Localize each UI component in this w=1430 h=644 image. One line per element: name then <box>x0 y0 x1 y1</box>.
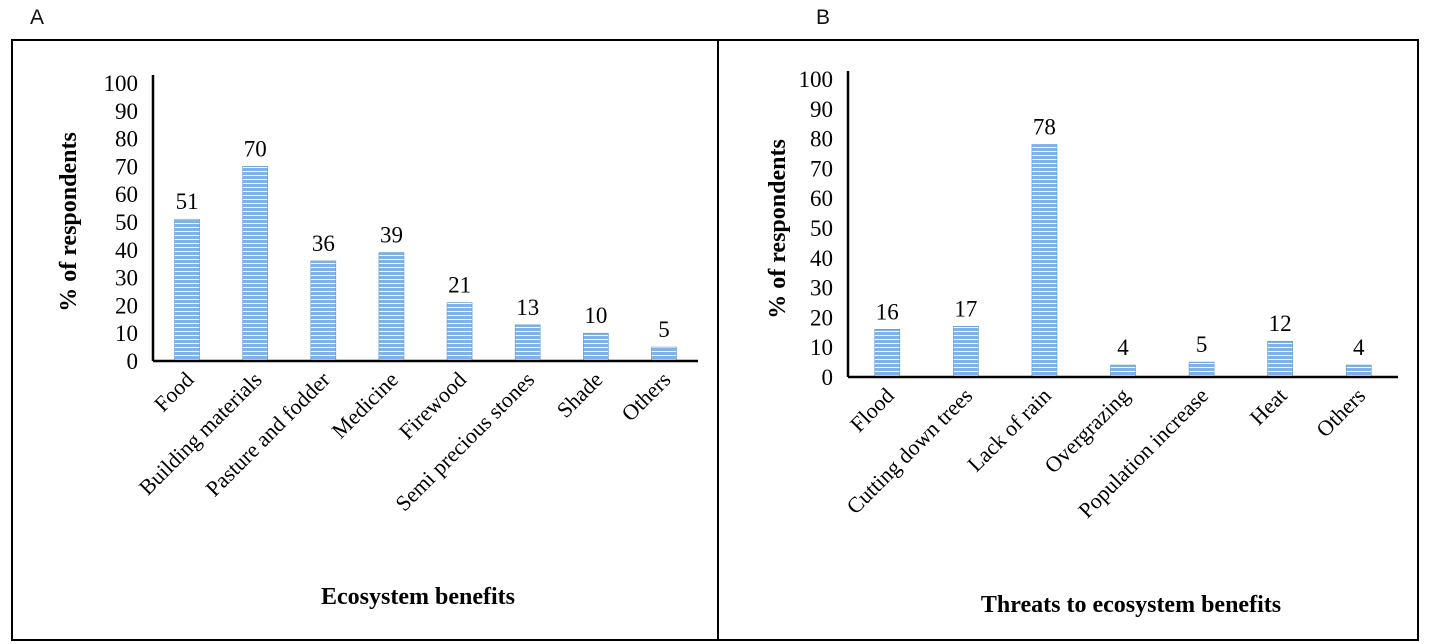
panel-a-letter: A <box>30 6 45 29</box>
x-axis-title: Threats to ecosystem benefits <box>981 592 1281 618</box>
y-tick-label: 60 <box>810 186 833 211</box>
data-label: 51 <box>176 189 199 214</box>
data-label: 4 <box>1117 335 1129 360</box>
figure-border <box>11 39 1419 641</box>
data-label: 5 <box>658 317 670 342</box>
y-tick-label: 0 <box>127 349 139 374</box>
category-label: Flood <box>845 383 899 437</box>
data-label: 21 <box>448 273 471 298</box>
category-label: Population increase <box>1073 383 1213 523</box>
category-label: Others <box>1311 383 1370 442</box>
data-label: 78 <box>1033 115 1056 140</box>
y-tick-label: 40 <box>810 246 833 271</box>
bar <box>651 346 677 362</box>
y-tick-label: 30 <box>810 276 833 301</box>
y-tick-label: 70 <box>115 154 138 179</box>
bar <box>1110 364 1136 378</box>
category-label: Pasture and fodder <box>201 366 336 501</box>
y-tick-label: 50 <box>810 216 833 241</box>
y-tick-label: 70 <box>810 156 833 181</box>
bar <box>583 332 609 362</box>
y-tick-label: 30 <box>115 266 138 291</box>
data-label: 39 <box>380 223 403 248</box>
bar <box>1267 340 1293 378</box>
panel-b-letter: B <box>816 6 831 29</box>
category-label: Food <box>149 367 199 417</box>
x-axis-title: Ecosystem benefits <box>321 584 515 610</box>
data-label: 5 <box>1196 332 1208 357</box>
data-label: 13 <box>516 295 539 320</box>
category-label: Others <box>616 367 675 426</box>
y-tick-label: 0 <box>822 365 834 390</box>
data-label: 10 <box>584 303 607 328</box>
bar <box>446 302 473 362</box>
y-tick-label: 80 <box>810 127 833 152</box>
y-tick-label: 90 <box>810 97 833 122</box>
y-axis-title: % of respondents <box>765 139 791 319</box>
category-label: Heat <box>1245 383 1292 430</box>
y-axis-title: % of respondents <box>56 132 82 312</box>
bar <box>874 329 901 378</box>
data-label: 17 <box>954 296 977 321</box>
bar <box>1345 364 1372 378</box>
y-tick-label: 20 <box>115 293 138 318</box>
y-tick-label: 50 <box>115 210 138 235</box>
y-tick-label: 90 <box>115 99 138 124</box>
data-label: 12 <box>1269 311 1292 336</box>
bar <box>174 218 200 362</box>
bar <box>1188 361 1215 378</box>
category-label: Medicine <box>327 367 403 443</box>
y-tick-label: 60 <box>115 182 138 207</box>
category-label: Shade <box>552 367 608 423</box>
data-label: 4 <box>1353 335 1365 360</box>
bar <box>242 166 268 362</box>
y-tick-label: 40 <box>115 238 138 263</box>
data-label: 70 <box>244 136 267 161</box>
bar <box>1031 144 1058 378</box>
data-label: 16 <box>876 299 899 324</box>
y-tick-label: 100 <box>799 67 834 92</box>
bar <box>514 324 541 362</box>
y-tick-label: 10 <box>810 335 833 360</box>
y-tick-label: 80 <box>115 127 138 152</box>
bar <box>953 326 979 378</box>
bar <box>378 252 405 362</box>
category-label: Building materials <box>134 367 267 500</box>
y-tick-label: 100 <box>104 71 139 96</box>
bar <box>310 260 337 362</box>
data-label: 36 <box>312 231 335 256</box>
y-tick-label: 10 <box>115 321 138 346</box>
y-tick-label: 20 <box>810 305 833 330</box>
